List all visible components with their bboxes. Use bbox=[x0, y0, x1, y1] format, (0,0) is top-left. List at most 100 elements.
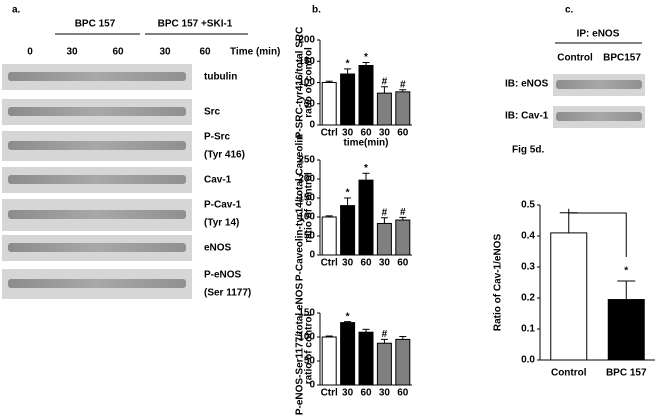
row-label: tubulin bbox=[204, 72, 237, 83]
x-tick-label: 60 bbox=[397, 258, 409, 269]
annotation: * bbox=[364, 52, 368, 63]
y-tick-label: 250 bbox=[298, 155, 315, 166]
group-label: BPC 157 +SKI-1 bbox=[158, 19, 233, 30]
bar bbox=[358, 331, 374, 386]
y-tick-label: 100 bbox=[298, 77, 315, 88]
y-axis-label: P-Caveolin-tyr14/total Caveolin bbox=[295, 134, 306, 281]
x-tick-label: 30 bbox=[379, 128, 391, 139]
y-axis-label: Ratio of Cav-1/eNOS bbox=[493, 234, 504, 332]
annotation: * bbox=[364, 163, 368, 174]
lane-label: 60 bbox=[199, 47, 211, 58]
panel-label: a. bbox=[12, 5, 21, 16]
bar bbox=[550, 232, 588, 361]
x-tick-label: 60 bbox=[360, 128, 372, 139]
annotation: * bbox=[624, 266, 628, 277]
row-label: Cav-1 bbox=[204, 175, 232, 186]
bar bbox=[340, 205, 356, 256]
lane-label: Control bbox=[557, 53, 593, 64]
time-label: Time (min) bbox=[230, 47, 280, 58]
x-axis-label: time(min) bbox=[344, 138, 389, 149]
bar bbox=[358, 179, 374, 256]
band bbox=[8, 279, 186, 288]
y-tick-label: 50 bbox=[304, 356, 316, 367]
row-label: (Ser 1177) bbox=[204, 288, 251, 299]
bar bbox=[376, 222, 392, 256]
row-label: P-Cav-1 bbox=[204, 200, 242, 211]
x-tick-label: 60 bbox=[397, 128, 409, 139]
y-tick-label: 0.4 bbox=[521, 231, 535, 242]
lane-label: BPC157 bbox=[603, 53, 641, 64]
y-tick-label: 100 bbox=[298, 332, 315, 343]
band bbox=[556, 112, 642, 121]
bar bbox=[395, 338, 411, 386]
ip-label: IP: eNOS bbox=[577, 29, 620, 40]
y-tick-label: 100 bbox=[298, 212, 315, 223]
bar bbox=[376, 92, 392, 126]
bar bbox=[321, 82, 337, 126]
row-label: IB: eNOS bbox=[505, 79, 549, 90]
bar bbox=[321, 216, 337, 256]
x-tick-label: Control bbox=[551, 368, 587, 379]
x-tick-label: 60 bbox=[397, 388, 409, 399]
annotation: # bbox=[382, 329, 388, 340]
y-tick-label: 0 bbox=[309, 380, 315, 391]
y-tick-label: 0.2 bbox=[521, 293, 535, 304]
band bbox=[8, 243, 186, 252]
band bbox=[8, 107, 186, 116]
x-tick-label: Ctrl bbox=[321, 388, 338, 399]
band bbox=[8, 175, 186, 184]
annotation: # bbox=[400, 79, 406, 90]
bar bbox=[395, 91, 411, 126]
x-tick-label: 30 bbox=[342, 128, 354, 139]
x-tick-label: 30 bbox=[342, 388, 354, 399]
panel-label: c. bbox=[565, 5, 574, 16]
lane-label: 30 bbox=[66, 47, 78, 58]
bar bbox=[358, 65, 374, 126]
row-label: (Tyr 416) bbox=[204, 150, 245, 161]
annotation: * bbox=[346, 59, 350, 70]
band bbox=[8, 72, 186, 81]
y-axis-label: P-SRC-tyr416/total SRC bbox=[295, 27, 306, 139]
x-tick-label: 30 bbox=[379, 258, 391, 269]
y-tick-label: 0 bbox=[309, 250, 315, 261]
bar bbox=[340, 73, 356, 126]
y-tick-label: 50 bbox=[304, 98, 316, 109]
y-tick-label: 50 bbox=[304, 231, 316, 242]
row-label: eNOS bbox=[204, 243, 232, 254]
significance-bracket bbox=[568, 208, 627, 257]
panel-label: b. bbox=[312, 5, 321, 16]
x-tick-label: Ctrl bbox=[321, 258, 338, 269]
row-label: P-Src bbox=[204, 132, 231, 143]
bar bbox=[321, 336, 337, 386]
lane-label: 0 bbox=[27, 47, 33, 58]
y-tick-label: 0.5 bbox=[521, 200, 535, 211]
row-label: P-eNOS bbox=[204, 270, 242, 281]
y-tick-label: 0.0 bbox=[521, 355, 535, 366]
chart-title: Fig 5d. bbox=[512, 145, 544, 156]
x-tick-label: BPC 157 bbox=[606, 368, 647, 379]
annotation: # bbox=[382, 207, 388, 218]
y-tick-label: 150 bbox=[298, 308, 315, 319]
lane-label: 60 bbox=[112, 47, 124, 58]
bar bbox=[376, 342, 392, 386]
row-label: (Tyr 14) bbox=[204, 218, 239, 229]
y-tick-label: 200 bbox=[298, 35, 315, 46]
y-axis-label: ratio of control bbox=[304, 314, 315, 385]
y-tick-label: 150 bbox=[298, 193, 315, 204]
annotation: * bbox=[346, 188, 350, 199]
annotation: # bbox=[382, 76, 388, 87]
band bbox=[556, 80, 642, 89]
lane-label: 30 bbox=[159, 47, 171, 58]
band bbox=[8, 141, 186, 150]
group-label: BPC 157 bbox=[75, 19, 116, 30]
x-tick-label: 60 bbox=[360, 258, 372, 269]
row-label: Src bbox=[204, 107, 221, 118]
x-tick-label: 30 bbox=[342, 258, 354, 269]
row-label: IB: Cav-1 bbox=[505, 111, 549, 122]
band bbox=[8, 210, 186, 219]
y-tick-label: 0 bbox=[309, 120, 315, 131]
x-tick-label: 30 bbox=[379, 388, 391, 399]
y-tick-label: 150 bbox=[298, 56, 315, 67]
x-tick-label: 60 bbox=[360, 388, 372, 399]
